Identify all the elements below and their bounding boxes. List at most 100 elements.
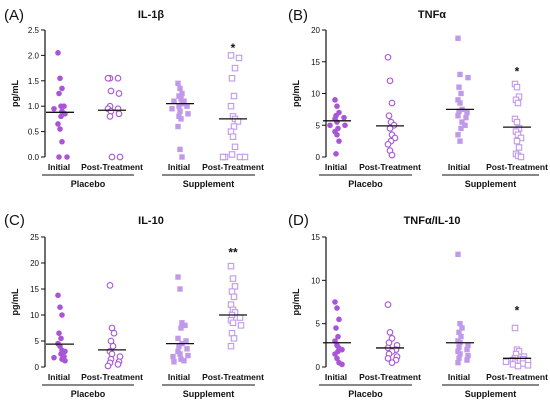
data-point [462, 122, 468, 128]
data-point [457, 138, 463, 144]
data-point [384, 140, 392, 148]
data-point [59, 312, 65, 318]
data-point [183, 338, 189, 344]
chart-panel-3: (C) IL-10 0 5 10 15 20 25 pg/mL Initial Post-Treat… [4, 212, 264, 399]
series-2 [455, 251, 471, 366]
y-axis-label: pg/mL [10, 80, 20, 107]
y-tick-label: 5 [316, 121, 321, 130]
x-category-label: Initial [168, 372, 190, 382]
panel-title: IL-1β [138, 9, 165, 21]
data-point [230, 92, 238, 100]
group-label: Supplement [465, 389, 517, 399]
data-point [55, 292, 61, 299]
chart-panel-2: (B) TNFα 0 5 10 15 20 pg/mL Initial Post-Treatmen… [288, 7, 548, 189]
data-point [237, 322, 245, 329]
data-point [178, 356, 184, 362]
data-point [456, 329, 462, 336]
data-point [56, 154, 62, 160]
panel-title: TNFα [418, 9, 446, 21]
panel-letter: (B) [288, 7, 308, 24]
data-point [385, 339, 393, 347]
data-point [229, 133, 237, 140]
group-label: Placebo [71, 389, 106, 399]
data-point [182, 322, 188, 329]
data-point [236, 314, 244, 321]
data-point [385, 112, 393, 120]
data-point [175, 80, 181, 87]
data-point [459, 119, 465, 125]
data-point [465, 74, 471, 81]
data-point [334, 305, 340, 311]
data-point [517, 153, 525, 161]
data-point [384, 354, 392, 362]
data-point [511, 324, 519, 332]
data-point [57, 75, 63, 82]
panel-letter: (C) [4, 212, 25, 229]
y-tick-label: 25 [30, 233, 39, 242]
data-point [104, 74, 112, 82]
panel-letter: (A) [4, 7, 24, 24]
data-point [332, 351, 338, 357]
data-point [175, 123, 181, 130]
series-1 [384, 301, 401, 367]
data-point [229, 275, 237, 282]
data-point [502, 358, 510, 366]
data-point [55, 50, 61, 56]
data-point [228, 151, 236, 158]
y-tick-label: 15 [30, 285, 39, 294]
series-3 [227, 262, 245, 350]
data-point [341, 114, 347, 121]
data-point [342, 122, 348, 129]
significance-label: * [515, 64, 520, 78]
data-point [106, 113, 114, 120]
data-point [333, 325, 339, 331]
data-point [110, 329, 118, 337]
data-point [388, 151, 396, 159]
data-point [51, 354, 57, 361]
data-point [116, 353, 124, 360]
y-axis-label: pg/mL [291, 288, 301, 315]
significance-label: * [515, 304, 520, 318]
group-label: Supplement [183, 389, 235, 399]
data-point [515, 144, 523, 151]
data-point [171, 98, 177, 104]
data-point [227, 301, 235, 308]
data-point [185, 111, 191, 117]
y-tick-label: 20 [30, 259, 39, 268]
panel-title: TNFα/IL-10 [404, 215, 461, 227]
data-point [228, 329, 236, 337]
y-axis-label: pg/mL [291, 80, 301, 107]
data-point [56, 330, 62, 337]
data-point [457, 71, 463, 78]
data-point [115, 90, 123, 97]
data-point [177, 108, 183, 114]
data-point [513, 118, 521, 126]
data-point [456, 84, 462, 90]
data-point [514, 99, 522, 107]
chart-panel-1: (A) IL-1β 0.0 0.5 1.0 1.5 2.0 2.5 pg/mL Initial Po… [4, 7, 264, 189]
data-point [227, 262, 235, 270]
data-point [176, 343, 182, 349]
data-point [169, 106, 175, 112]
data-point [457, 351, 463, 357]
data-point [228, 75, 236, 82]
series-1 [384, 53, 399, 159]
data-point [332, 299, 338, 305]
data-point [181, 358, 187, 364]
data-point [219, 153, 227, 161]
series-0 [51, 292, 68, 364]
data-point [334, 131, 340, 138]
data-point [458, 125, 464, 132]
data-point [175, 335, 181, 342]
data-point [178, 95, 184, 102]
data-point [170, 353, 176, 360]
x-category-label: Post-Treatment [202, 162, 264, 172]
x-category-label: Post-Treatment [81, 162, 143, 172]
data-point [58, 113, 64, 120]
data-point [171, 359, 177, 365]
data-point [455, 113, 461, 119]
data-point [104, 362, 112, 370]
data-point [57, 304, 63, 311]
data-point [386, 328, 394, 336]
data-point [333, 151, 339, 157]
